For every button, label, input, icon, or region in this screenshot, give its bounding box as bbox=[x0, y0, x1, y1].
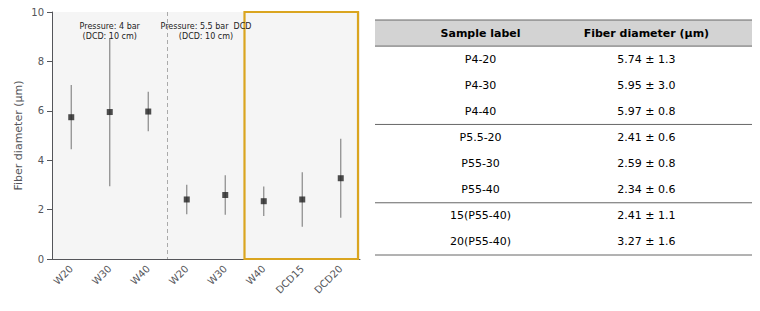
svg-text:2.59 ± 0.8: 2.59 ± 0.8 bbox=[617, 157, 675, 170]
svg-text:Fiber diameter (μm): Fiber diameter (μm) bbox=[584, 27, 709, 40]
svg-text:5.74 ± 1.3: 5.74 ± 1.3 bbox=[617, 53, 675, 66]
svg-text:DCD20: DCD20 bbox=[312, 263, 345, 296]
svg-text:W30: W30 bbox=[90, 263, 114, 287]
svg-text:W20: W20 bbox=[51, 263, 75, 287]
svg-text:10: 10 bbox=[31, 7, 44, 18]
svg-text:Fiber diameter (μm): Fiber diameter (μm) bbox=[12, 80, 25, 190]
svg-text:6: 6 bbox=[38, 105, 44, 116]
svg-text:2.41 ± 0.6: 2.41 ± 0.6 bbox=[617, 131, 675, 144]
svg-text:(DCD: 10 cm): (DCD: 10 cm) bbox=[83, 32, 137, 41]
svg-text:Pressure: 5.5 bar DCD: Pressure: 5.5 bar DCD bbox=[161, 22, 252, 31]
svg-text:P4-30: P4-30 bbox=[465, 79, 497, 92]
svg-text:8: 8 bbox=[38, 56, 44, 67]
svg-text:(DCD: 10 cm): (DCD: 10 cm) bbox=[179, 32, 233, 41]
svg-text:P4-20: P4-20 bbox=[465, 53, 497, 66]
svg-text:W40: W40 bbox=[244, 263, 268, 287]
svg-text:P4-40: P4-40 bbox=[465, 105, 497, 118]
svg-text:4: 4 bbox=[38, 155, 44, 166]
svg-text:P55-30: P55-30 bbox=[461, 157, 500, 170]
svg-text:DCD15: DCD15 bbox=[274, 263, 307, 296]
svg-text:5.97 ± 0.8: 5.97 ± 0.8 bbox=[617, 105, 675, 118]
svg-text:2.34 ± 0.6: 2.34 ± 0.6 bbox=[617, 183, 675, 196]
svg-text:15(P55-40): 15(P55-40) bbox=[450, 209, 511, 222]
svg-text:Pressure: 4 bar: Pressure: 4 bar bbox=[80, 22, 141, 31]
svg-text:W20: W20 bbox=[167, 263, 191, 287]
svg-text:2: 2 bbox=[38, 204, 44, 215]
svg-text:P5.5-20: P5.5-20 bbox=[460, 131, 502, 144]
svg-text:Sample label: Sample label bbox=[441, 27, 521, 40]
svg-text:W30: W30 bbox=[205, 263, 229, 287]
svg-text:0: 0 bbox=[38, 254, 44, 265]
svg-text:20(P55-40): 20(P55-40) bbox=[450, 235, 511, 248]
svg-text:2.41 ± 1.1: 2.41 ± 1.1 bbox=[617, 209, 675, 222]
svg-text:W40: W40 bbox=[128, 263, 152, 287]
svg-text:5.95 ± 3.0: 5.95 ± 3.0 bbox=[617, 79, 675, 92]
svg-text:P55-40: P55-40 bbox=[461, 183, 500, 196]
svg-text:3.27 ± 1.6: 3.27 ± 1.6 bbox=[617, 235, 675, 248]
